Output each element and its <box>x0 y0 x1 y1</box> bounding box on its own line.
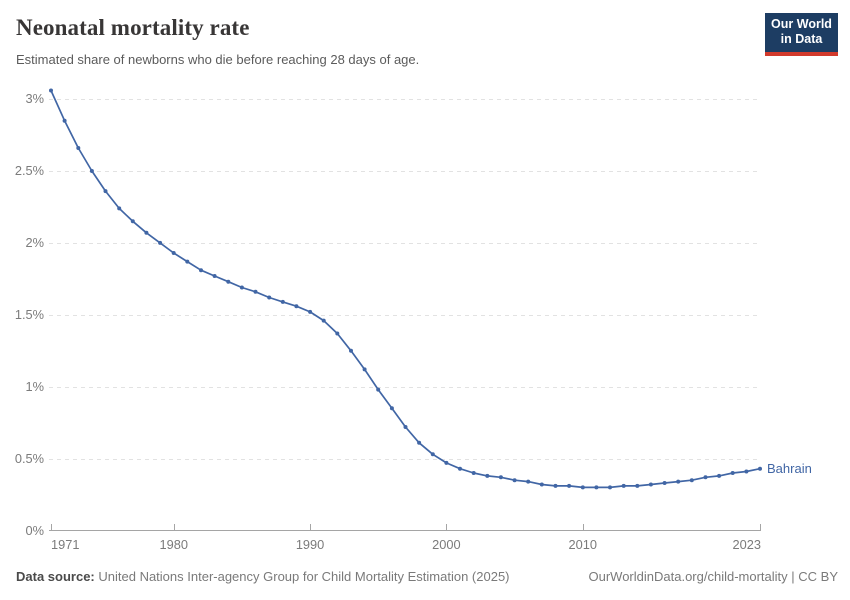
data-point[interactable] <box>676 479 681 484</box>
data-point[interactable] <box>621 483 626 488</box>
y-axis-tick-label: 1% <box>25 378 45 394</box>
data-point[interactable] <box>608 485 612 490</box>
series-label-bahrain[interactable]: Bahrain <box>767 460 812 476</box>
data-point[interactable] <box>321 318 326 323</box>
data-point[interactable] <box>117 206 122 211</box>
data-point[interactable] <box>144 230 149 235</box>
data-point[interactable] <box>580 485 585 490</box>
chart-subtitle: Estimated share of newborns who die befo… <box>16 52 420 67</box>
data-point[interactable] <box>76 146 81 150</box>
data-source-label: Data source: <box>16 569 95 584</box>
data-point[interactable] <box>703 475 708 480</box>
data-point[interactable] <box>158 240 163 245</box>
data-point[interactable] <box>567 483 572 488</box>
data-point[interactable] <box>335 331 340 336</box>
data-point[interactable] <box>308 309 313 314</box>
data-point[interactable] <box>458 466 462 471</box>
data-point[interactable] <box>648 482 653 487</box>
y-axis-tick-label: 2% <box>25 234 45 250</box>
data-point[interactable] <box>130 219 135 224</box>
x-axis-tick-label: 1980 <box>159 537 188 552</box>
data-point[interactable] <box>471 471 476 475</box>
y-axis-tick-label: 0% <box>25 522 45 538</box>
data-point[interactable] <box>444 460 449 465</box>
data-point[interactable] <box>89 169 94 173</box>
data-point[interactable] <box>485 473 490 478</box>
data-point[interactable] <box>199 268 203 273</box>
data-point[interactable] <box>362 367 367 372</box>
data-point[interactable] <box>553 483 558 488</box>
data-point[interactable] <box>280 299 285 304</box>
x-axis-tick-label: 2010 <box>568 537 597 552</box>
data-point[interactable] <box>689 478 694 483</box>
data-point[interactable] <box>730 471 735 475</box>
data-point[interactable] <box>403 425 408 429</box>
data-point[interactable] <box>62 118 67 123</box>
data-point[interactable] <box>253 289 258 294</box>
data-point[interactable] <box>171 251 176 255</box>
x-axis-tick-label: 1971 <box>51 537 80 552</box>
owid-logo-line1: Our World <box>771 17 832 31</box>
data-point[interactable] <box>294 304 299 309</box>
x-axis-tick-label: 1990 <box>295 537 325 552</box>
x-axis-tick-label: 2023 <box>732 537 761 552</box>
data-source-note: Data source: United Nations Inter-agency… <box>16 569 510 584</box>
data-point[interactable] <box>635 483 640 488</box>
data-point[interactable] <box>226 279 231 284</box>
y-axis-tick-label: 1.5% <box>14 306 44 322</box>
data-point[interactable] <box>498 475 503 480</box>
data-point[interactable] <box>526 479 531 484</box>
data-point[interactable] <box>376 387 381 392</box>
x-axis-tick-label: 2000 <box>432 537 461 552</box>
data-point[interactable] <box>539 482 544 487</box>
data-point[interactable] <box>49 88 53 93</box>
data-point[interactable] <box>389 406 394 411</box>
data-point[interactable] <box>594 485 599 490</box>
data-point[interactable] <box>103 189 108 194</box>
data-point[interactable] <box>430 452 435 457</box>
owid-url-license[interactable]: OurWorldinData.org/child-mortality | CC … <box>588 569 839 584</box>
page-title: Neonatal mortality rate <box>16 15 250 40</box>
owid-logo-line2: in Data <box>780 32 823 46</box>
y-axis-tick-label: 0.5% <box>14 450 44 466</box>
data-point[interactable] <box>185 259 190 264</box>
data-point[interactable] <box>717 473 722 478</box>
data-source-text: United Nations Inter-agency Group for Ch… <box>98 569 510 584</box>
data-point[interactable] <box>212 274 217 278</box>
data-point[interactable] <box>417 440 422 445</box>
data-point[interactable] <box>239 285 244 290</box>
data-point[interactable] <box>662 481 667 485</box>
data-point[interactable] <box>758 466 762 471</box>
y-axis-tick-label: 2.5% <box>14 163 44 178</box>
y-axis-tick-label: 3% <box>25 91 45 107</box>
data-point[interactable] <box>512 478 517 483</box>
data-point[interactable] <box>349 348 353 353</box>
owid-logo: Our World in Data <box>765 13 838 56</box>
data-point[interactable] <box>267 295 272 300</box>
data-point[interactable] <box>744 469 749 474</box>
